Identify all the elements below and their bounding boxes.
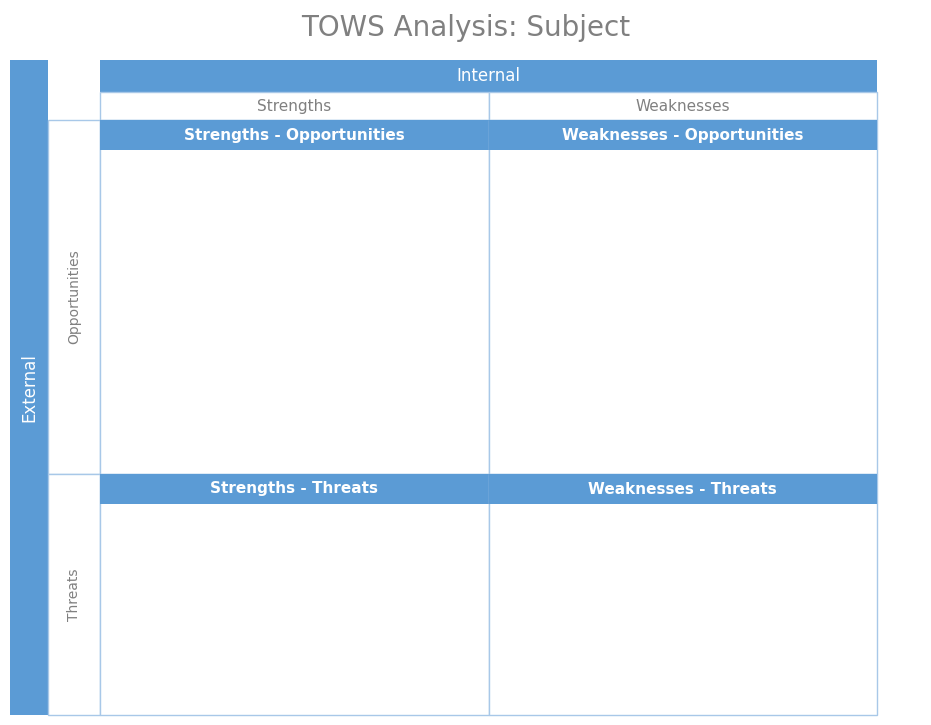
Text: Opportunities: Opportunities — [67, 249, 81, 344]
Bar — [100, 120, 489, 150]
Bar — [100, 120, 489, 474]
Text: Internal: Internal — [456, 67, 520, 85]
Text: Strengths: Strengths — [257, 99, 331, 114]
Text: Strengths - Threats: Strengths - Threats — [210, 481, 378, 497]
Text: Weaknesses - Opportunities: Weaknesses - Opportunities — [562, 128, 803, 143]
Bar — [10, 60, 48, 715]
Bar — [489, 120, 877, 474]
Bar — [489, 474, 877, 504]
Bar — [100, 60, 877, 92]
Bar — [100, 474, 489, 715]
Bar — [489, 120, 877, 150]
Text: Weaknesses - Threats: Weaknesses - Threats — [588, 481, 777, 497]
Bar — [100, 474, 489, 504]
Text: Strengths - Opportunities: Strengths - Opportunities — [184, 128, 405, 143]
Text: Weaknesses: Weaknesses — [636, 99, 730, 114]
Bar — [489, 92, 877, 120]
Text: TOWS Analysis: Subject: TOWS Analysis: Subject — [301, 14, 630, 42]
Bar — [48, 474, 100, 715]
Bar — [100, 92, 489, 120]
Bar — [489, 474, 877, 715]
Text: External: External — [20, 353, 38, 422]
Text: Threats: Threats — [67, 568, 81, 621]
Bar — [48, 120, 100, 474]
